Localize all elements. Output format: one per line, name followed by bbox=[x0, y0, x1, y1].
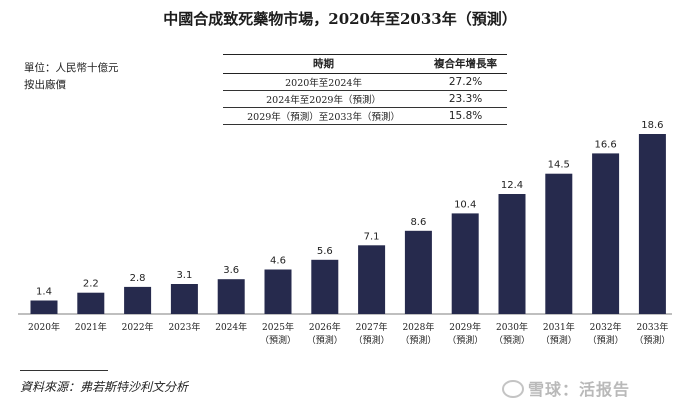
unit-label: 單位：人民幣十億元 bbox=[24, 62, 119, 74]
x-tick-sublabel: （預測） bbox=[494, 334, 530, 346]
data-label: 3.1 bbox=[176, 270, 192, 281]
bar bbox=[358, 245, 386, 314]
cagr-header-rate: 複合年增長率 bbox=[424, 54, 507, 74]
unit-notes: 單位：人民幣十億元 按出廠價 bbox=[24, 60, 119, 94]
bar bbox=[124, 286, 152, 314]
data-label: 2.8 bbox=[130, 273, 146, 284]
data-label: 2.2 bbox=[83, 279, 99, 290]
bar bbox=[264, 269, 292, 314]
data-label: 8.6 bbox=[410, 217, 426, 228]
x-tick-label: 2028年 bbox=[402, 321, 434, 333]
x-tick-label: 2030年 bbox=[496, 321, 528, 333]
bar bbox=[592, 153, 620, 314]
bar bbox=[404, 230, 432, 314]
data-label: 18.6 bbox=[641, 120, 663, 131]
x-tick-sublabel: （預測） bbox=[634, 334, 670, 346]
cagr-period: 2029年（預測）至2033年（預測） bbox=[223, 107, 425, 125]
cagr-rate: 23.3% bbox=[424, 90, 507, 108]
x-tick-label: 2027年 bbox=[356, 321, 388, 333]
data-label: 4.6 bbox=[270, 256, 286, 267]
x-tick-label: 2021年 bbox=[75, 321, 107, 333]
data-label: 10.4 bbox=[454, 199, 476, 210]
bar bbox=[311, 259, 339, 314]
data-label: 5.6 bbox=[317, 246, 333, 257]
bar bbox=[498, 194, 526, 314]
cagr-period: 2024年至2029年（預測） bbox=[223, 90, 425, 108]
bar bbox=[451, 213, 479, 314]
cagr-rate: 27.2% bbox=[424, 73, 507, 91]
x-tick-label: 2032年 bbox=[590, 321, 622, 333]
data-label: 3.6 bbox=[223, 265, 239, 276]
bar bbox=[638, 134, 666, 314]
watermark: 雪球：活报告 bbox=[502, 376, 630, 400]
x-tick-label: 2029年 bbox=[449, 321, 481, 333]
bar bbox=[217, 279, 245, 314]
cagr-period: 2020年至2024年 bbox=[223, 73, 425, 91]
x-tick-sublabel: （預測） bbox=[354, 334, 390, 346]
x-tick-sublabel: （預測） bbox=[260, 334, 296, 346]
table-row: 2020年至2024年 27.2% bbox=[223, 73, 507, 91]
x-tick-label: 2033年 bbox=[636, 321, 668, 333]
x-tick-label: 2026年 bbox=[309, 321, 341, 333]
x-tick-label: 2031年 bbox=[543, 321, 575, 333]
x-tick-sublabel: （預測） bbox=[400, 334, 436, 346]
data-label: 14.5 bbox=[548, 160, 570, 171]
bar bbox=[77, 292, 105, 314]
bar bbox=[30, 300, 58, 314]
x-tick-sublabel: （預測） bbox=[447, 334, 483, 346]
cagr-header-period: 時期 bbox=[223, 54, 425, 74]
x-tick-label: 2024年 bbox=[215, 321, 247, 333]
data-label: 1.4 bbox=[36, 287, 52, 298]
data-label: 7.1 bbox=[364, 231, 380, 242]
x-tick-label: 2022年 bbox=[122, 321, 154, 333]
x-tick-label: 2023年 bbox=[168, 321, 200, 333]
watermark-text: 雪球：活报告 bbox=[528, 380, 631, 399]
x-tick-label: 2020年 bbox=[28, 321, 60, 333]
table-row: 2024年至2029年（預測） 23.3% bbox=[223, 90, 507, 108]
x-tick-sublabel: （預測） bbox=[307, 334, 343, 346]
cagr-rate: 15.8% bbox=[424, 107, 507, 125]
x-tick-sublabel: （預測） bbox=[541, 334, 577, 346]
x-tick-sublabel: （預測） bbox=[588, 334, 624, 346]
x-tick-label: 2025年 bbox=[262, 321, 294, 333]
data-label: 12.4 bbox=[501, 180, 523, 191]
table-row: 2029年（預測）至2033年（預測） 15.8% bbox=[223, 107, 507, 125]
snowball-logo-icon bbox=[502, 380, 524, 398]
source-note: 資料來源：弗若斯特沙利文分析 bbox=[20, 380, 189, 394]
cagr-table: 時期 複合年增長率 2020年至2024年 27.2% 2024年至2029年（… bbox=[223, 54, 507, 125]
chart-title: 中國合成致死藥物市場，2020年至2033年（預測） bbox=[163, 10, 517, 28]
source-divider bbox=[20, 370, 108, 371]
data-label: 16.6 bbox=[594, 139, 616, 150]
price-basis-label: 按出廠價 bbox=[24, 79, 66, 91]
bar bbox=[545, 173, 573, 314]
bar bbox=[170, 284, 198, 314]
